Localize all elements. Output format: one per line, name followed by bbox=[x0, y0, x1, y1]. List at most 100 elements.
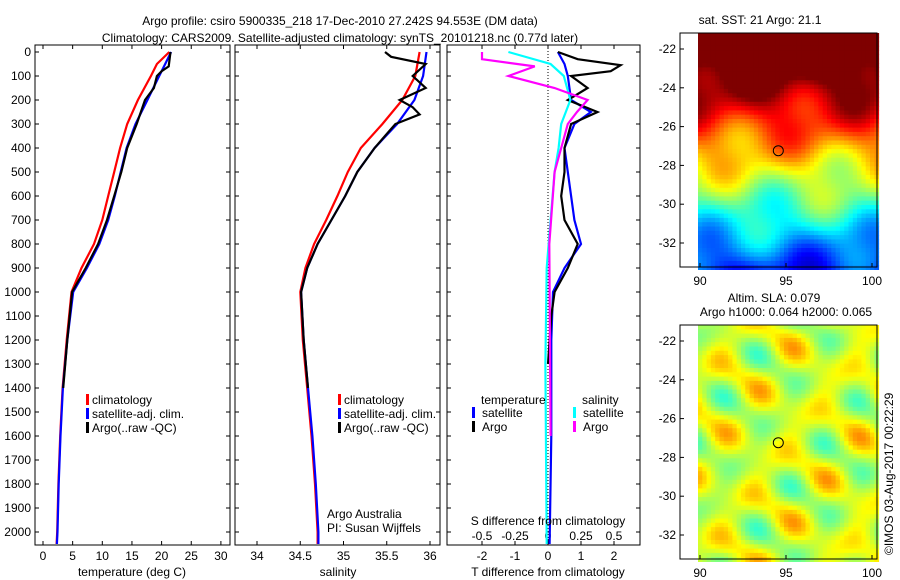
map-cell bbox=[861, 376, 867, 382]
map-cell bbox=[771, 256, 776, 262]
map-cell bbox=[844, 548, 849, 554]
map-cell bbox=[728, 209, 733, 215]
map-cell bbox=[831, 217, 837, 223]
map-cell bbox=[775, 45, 781, 51]
map-cell bbox=[865, 389, 871, 395]
map-cell bbox=[719, 350, 725, 356]
map-cell bbox=[706, 522, 712, 528]
map-cell bbox=[844, 243, 849, 249]
map-cell bbox=[788, 88, 794, 94]
map-cell bbox=[775, 230, 781, 236]
map-cell bbox=[753, 170, 759, 176]
map-cell bbox=[715, 514, 720, 519]
map-cell bbox=[698, 402, 703, 408]
map-cell bbox=[706, 359, 712, 365]
map-cell bbox=[762, 153, 768, 159]
map-cell bbox=[698, 518, 703, 524]
map-cell bbox=[844, 200, 849, 206]
map-cell bbox=[702, 393, 708, 399]
map-cell bbox=[706, 372, 712, 378]
map-cell bbox=[758, 106, 763, 111]
map-cell bbox=[839, 41, 845, 47]
map-cell bbox=[728, 222, 733, 227]
map-cell bbox=[844, 471, 849, 476]
map-cell bbox=[723, 363, 729, 369]
map-cell bbox=[831, 110, 837, 116]
map-cell bbox=[775, 337, 781, 343]
map-cell bbox=[831, 548, 837, 554]
map-cell bbox=[861, 101, 867, 107]
map-cell bbox=[784, 192, 789, 197]
map-cell bbox=[848, 114, 854, 120]
map-cell bbox=[861, 256, 867, 262]
map-cell bbox=[870, 119, 875, 124]
map-cell bbox=[710, 535, 716, 541]
map-cell bbox=[844, 501, 849, 507]
map-cell bbox=[792, 149, 798, 154]
map-cell bbox=[827, 93, 832, 98]
map-cell bbox=[766, 200, 772, 206]
map-cell bbox=[745, 449, 751, 455]
map-cell bbox=[848, 527, 854, 532]
map-cell bbox=[814, 110, 819, 116]
map-cell bbox=[762, 436, 768, 442]
map-cell bbox=[818, 226, 824, 232]
map-cell bbox=[758, 398, 763, 403]
map-cell bbox=[801, 497, 806, 502]
map-cell bbox=[805, 346, 811, 352]
map-cell bbox=[857, 41, 862, 47]
map-cell bbox=[775, 531, 781, 537]
map-cell bbox=[809, 337, 815, 343]
map-cell bbox=[865, 471, 871, 476]
map-cell bbox=[861, 544, 867, 550]
map-cell bbox=[788, 423, 794, 429]
map-cell bbox=[723, 54, 729, 60]
map-cell bbox=[719, 419, 725, 425]
map-cell bbox=[861, 84, 867, 90]
map-cell bbox=[732, 131, 738, 137]
map-cell bbox=[865, 54, 871, 60]
map-cell bbox=[710, 187, 716, 193]
map-cell bbox=[715, 114, 720, 120]
map-cell bbox=[745, 484, 751, 489]
map-cell bbox=[835, 243, 841, 249]
map-cell bbox=[848, 260, 854, 266]
map-cell bbox=[861, 333, 867, 339]
map-cell bbox=[766, 492, 772, 498]
map-cell bbox=[801, 333, 806, 339]
map-cell bbox=[715, 217, 720, 223]
map-cell bbox=[749, 174, 755, 180]
map-cell bbox=[801, 50, 806, 55]
y-tick-label: 600 bbox=[11, 189, 31, 203]
map-cell bbox=[775, 110, 781, 116]
map-cell bbox=[732, 179, 738, 184]
map-cell bbox=[861, 260, 867, 266]
map-cell bbox=[775, 252, 781, 258]
map-cell bbox=[753, 419, 759, 425]
map-cell bbox=[839, 548, 845, 554]
map-cell bbox=[852, 88, 858, 94]
map-cell bbox=[732, 80, 738, 86]
map-cell bbox=[835, 497, 841, 502]
map-cell bbox=[723, 136, 729, 141]
map-cell bbox=[848, 329, 854, 335]
map-cell bbox=[805, 179, 811, 184]
map-cell bbox=[715, 484, 720, 489]
map-cell bbox=[702, 162, 708, 167]
map-cell bbox=[745, 222, 751, 227]
map-cell bbox=[796, 527, 802, 532]
map-cell bbox=[753, 205, 759, 210]
map-cell bbox=[814, 217, 819, 223]
map-cell bbox=[771, 415, 776, 421]
map-cell bbox=[818, 136, 824, 141]
legend-label: climatology bbox=[92, 393, 152, 407]
map-cell bbox=[844, 84, 849, 90]
map-cell bbox=[805, 84, 811, 90]
map-cell bbox=[698, 471, 703, 476]
map-cell bbox=[852, 423, 858, 429]
map-cell bbox=[814, 475, 819, 481]
map-cell bbox=[835, 192, 841, 197]
map-cell bbox=[831, 183, 837, 189]
map-cell bbox=[805, 157, 811, 163]
map-cell bbox=[822, 535, 828, 541]
